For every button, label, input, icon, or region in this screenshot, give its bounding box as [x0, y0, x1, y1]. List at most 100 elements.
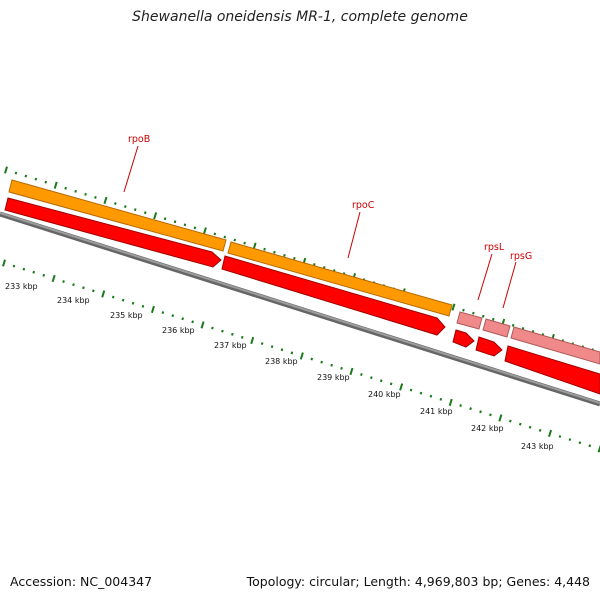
scale-tick: [479, 410, 482, 414]
scale-tick: [528, 425, 532, 429]
scale-tick: [181, 317, 185, 321]
scale-tick: [32, 270, 36, 274]
scale-tick: [340, 366, 343, 370]
scale-tick: [283, 253, 286, 257]
scale-tick: [103, 196, 108, 205]
scale-tick: [173, 220, 177, 224]
kbp-label: 236 kbp: [162, 326, 195, 335]
scale-tick: [74, 189, 77, 193]
scale-tick: [133, 208, 137, 212]
rpoC-cds-arrow[interactable]: [221, 255, 446, 336]
rpsL-leader-line: [477, 253, 493, 301]
scale-tick: [578, 441, 582, 445]
map-title: Shewanella oneidensis MR-1, complete gen…: [132, 9, 468, 25]
scale-tick: [62, 280, 65, 283]
scale-tick: [330, 363, 333, 367]
scale-tick: [163, 217, 167, 221]
scale-tick: [12, 264, 16, 268]
scale-tick: [150, 305, 155, 314]
kbp-scale-labels: 233 kbp 234 kbp 235 kbp 236 kbp 237 kbp …: [5, 282, 554, 451]
upper-feature-track: [8, 179, 600, 365]
rpoB-label[interactable]: rpoB: [128, 134, 150, 145]
rpsL-label[interactable]: rpsL: [484, 242, 505, 253]
rpoB-gene-bar[interactable]: [8, 179, 227, 252]
scale-tick: [213, 232, 217, 236]
scale-tick: [92, 289, 95, 293]
genome-backbone-highlight: [0, 212, 600, 404]
kbp-label: 240 kbp: [368, 390, 401, 399]
scale-tick: [270, 345, 274, 349]
scale-tick: [462, 308, 465, 312]
scale-tick: [193, 226, 197, 230]
scale-tick: [171, 314, 175, 318]
scale-tick: [101, 290, 106, 298]
rpsG-cds-arrow[interactable]: [475, 336, 503, 357]
scale-tick: [280, 348, 284, 352]
rpsG-leader-line: [502, 261, 517, 309]
scale-tick: [161, 311, 165, 314]
scale-tick: [94, 196, 97, 199]
scale-tick: [469, 407, 472, 411]
scale-tick: [51, 274, 56, 283]
scale-tick: [260, 342, 264, 345]
scale-tick: [558, 435, 562, 438]
kbp-label: 237 kbp: [214, 341, 247, 350]
outer-tick-track: [4, 166, 594, 352]
accession-text: Accession: NC_004347: [10, 574, 153, 589]
scale-tick: [409, 388, 413, 392]
kbp-label: 241 kbp: [420, 407, 453, 416]
scale-tick: [310, 357, 314, 361]
scale-tick: [202, 227, 207, 235]
scale-tick: [290, 351, 294, 355]
scale-tick: [240, 335, 244, 339]
rpsL-cds-arrow[interactable]: [452, 329, 475, 348]
scale-tick: [64, 186, 67, 190]
scale-tick: [141, 304, 145, 308]
rpoB-leader-line: [123, 145, 139, 193]
scale-tick: [489, 413, 492, 417]
inner-tick-track: [2, 259, 600, 453]
gene-labels: rpoB rpoC rpsL rpsG: [123, 134, 532, 309]
scale-tick: [223, 235, 227, 239]
rpoB-cds-arrow[interactable]: [4, 197, 222, 268]
scale-tick: [263, 247, 266, 251]
scale-tick: [53, 181, 58, 189]
kbp-label: 238 kbp: [265, 357, 298, 366]
rpsG-label[interactable]: rpsG: [510, 251, 532, 262]
scale-tick: [4, 166, 8, 174]
scale-tick: [84, 192, 87, 196]
scale-tick: [459, 404, 462, 407]
scale-tick: [389, 382, 393, 386]
scale-tick: [509, 419, 512, 423]
scale-tick: [191, 320, 194, 324]
scale-tick: [211, 326, 214, 330]
scale-tick: [42, 273, 46, 277]
rpsG-gene-bar[interactable]: [482, 318, 511, 338]
scale-tick: [451, 303, 456, 311]
rpoC-label[interactable]: rpoC: [352, 200, 375, 211]
scale-tick: [22, 267, 26, 271]
rpoC-gene-bar[interactable]: [227, 241, 453, 317]
scale-tick: [320, 360, 323, 364]
scale-tick: [114, 202, 117, 205]
scale-tick: [419, 391, 423, 395]
kbp-label: 234 kbp: [57, 296, 90, 305]
rpsL-gene-bar[interactable]: [456, 311, 483, 330]
scale-tick: [121, 298, 125, 302]
scale-tick: [231, 332, 234, 336]
scale-tick: [200, 321, 205, 329]
fusA-gene-bar[interactable]: [510, 326, 600, 365]
scale-tick: [448, 398, 453, 407]
kbp-label: 242 kbp: [471, 424, 504, 433]
scale-tick: [131, 301, 135, 305]
scale-tick: [2, 259, 6, 267]
scale-tick: [82, 286, 85, 290]
kbp-label: 239 kbp: [317, 373, 350, 382]
scale-tick: [250, 336, 255, 345]
lower-feature-track: [4, 197, 600, 395]
scale-tick: [44, 180, 48, 184]
scale-tick: [273, 250, 276, 254]
scale-tick: [24, 174, 28, 178]
fusA-cds-arrow[interactable]: [504, 345, 600, 395]
